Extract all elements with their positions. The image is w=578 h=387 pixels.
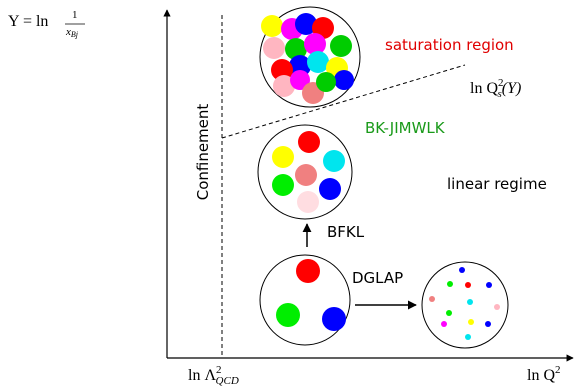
parton <box>429 296 435 302</box>
parton <box>272 174 294 196</box>
parton <box>276 303 300 327</box>
parton <box>494 304 500 310</box>
dilute-proton <box>260 255 350 345</box>
parton <box>486 282 492 288</box>
parton <box>465 282 471 288</box>
parton <box>263 37 285 59</box>
dglap-label: DGLAP <box>352 269 403 287</box>
parton <box>322 307 346 331</box>
parton <box>261 15 283 37</box>
parton <box>334 70 354 90</box>
x-label-sup: 2 <box>555 364 561 376</box>
parton <box>465 334 471 340</box>
parton <box>468 319 474 325</box>
qs-main: ln Q <box>470 80 498 97</box>
parton <box>295 164 317 186</box>
y-label-denominator-sub: Bj <box>71 30 79 39</box>
high-q2-proton <box>422 262 508 348</box>
lambda-main: ln Λ <box>188 367 216 384</box>
saturation-region-label: saturation region <box>385 36 514 54</box>
parton <box>319 178 341 200</box>
parton <box>307 51 329 73</box>
qs-arg: (Y) <box>502 80 522 97</box>
parton <box>459 267 465 273</box>
parton <box>298 131 320 153</box>
parton <box>297 191 319 213</box>
parton <box>323 150 345 172</box>
x-label-main: ln Q <box>527 367 555 384</box>
linear-regime-label: linear regime <box>447 175 547 193</box>
bk-jimwlk-label: BK-JIMWLK <box>365 119 446 137</box>
parton <box>330 35 352 57</box>
diagram: Y = ln1xBj ln Q2 ln Λ2QCD ln Q2s(Y) satu… <box>0 0 578 387</box>
parton <box>447 281 453 287</box>
x-axis-label: ln Q2 <box>527 364 561 384</box>
parton <box>485 321 491 327</box>
parton <box>272 146 294 168</box>
parton <box>296 259 320 283</box>
lambda-sub: QCD <box>216 375 239 387</box>
saturated-proton <box>260 7 360 107</box>
bfkl-label: BFKL <box>327 223 365 241</box>
linear-proton <box>258 125 352 219</box>
parton <box>467 299 473 305</box>
parton <box>441 321 447 327</box>
parton <box>446 310 452 316</box>
y-label-lhs: Y = ln <box>8 13 48 30</box>
parton <box>316 72 336 92</box>
confinement-label: Confinement <box>194 104 212 201</box>
y-label-numerator: 1 <box>72 9 78 21</box>
